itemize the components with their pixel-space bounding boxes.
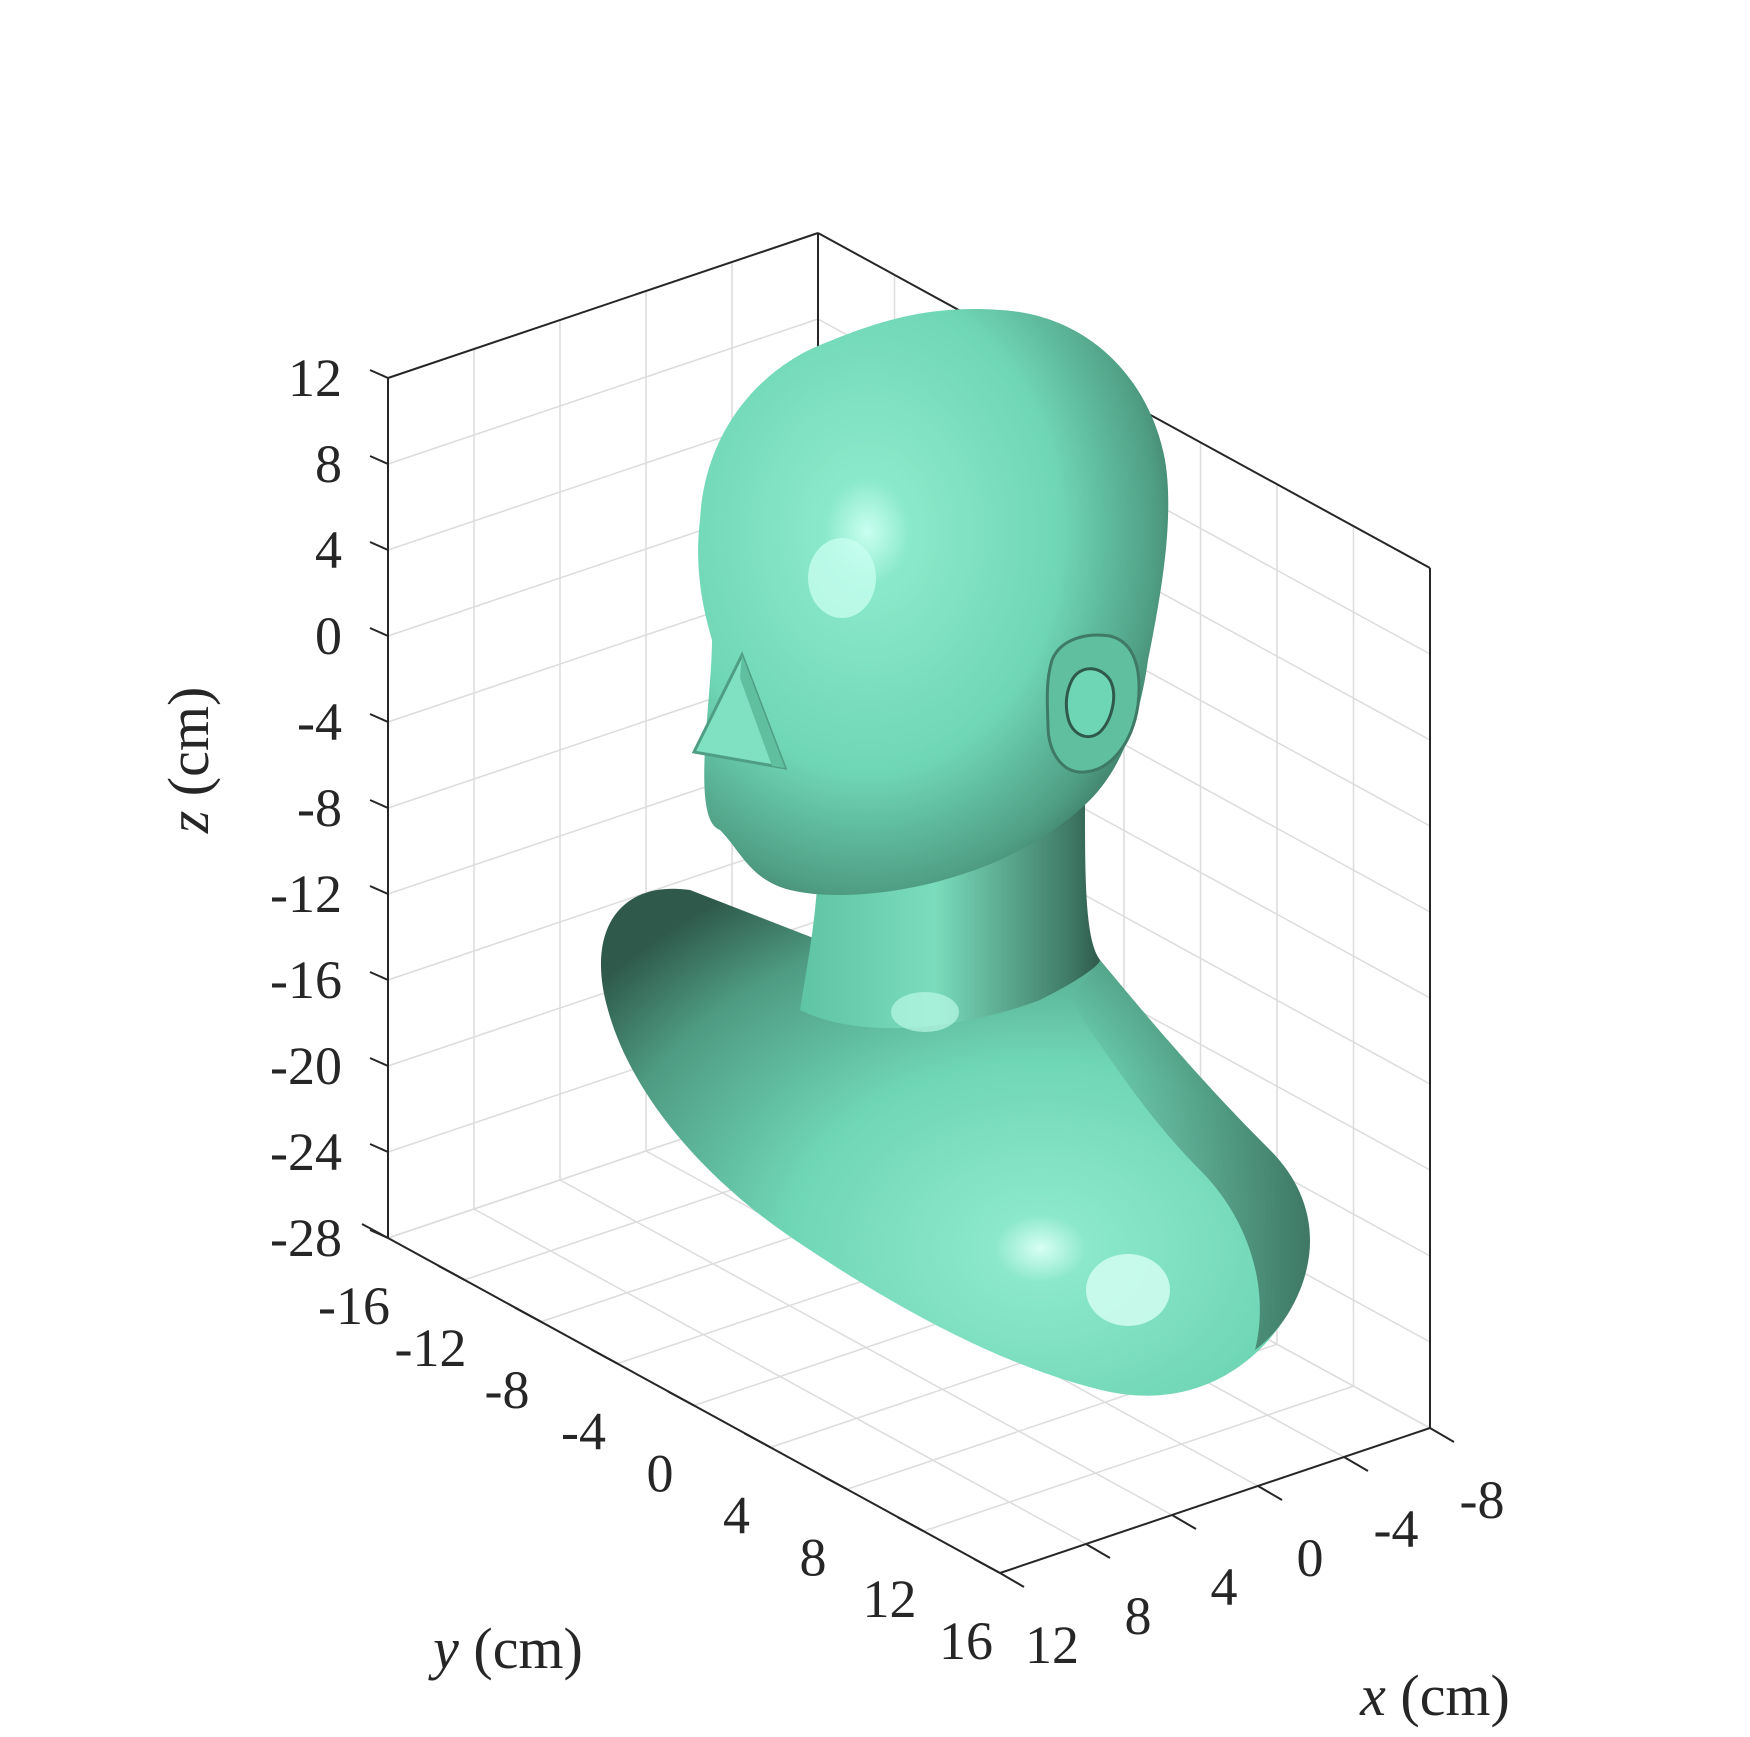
x-tick-label: -8 <box>1460 1470 1505 1530</box>
head-shape <box>698 309 1169 895</box>
axis-label-layer: z (cm) y (cm) x (cm) <box>156 687 1510 1728</box>
x-tick-mark <box>1085 1543 1111 1559</box>
z-tick-mark <box>369 455 389 465</box>
y-tick-label: 8 <box>800 1527 827 1587</box>
axis-line <box>387 232 819 379</box>
grid-line <box>473 1208 1087 1545</box>
y-tick-mark <box>514 1306 542 1323</box>
torso-highlight <box>1086 1254 1170 1326</box>
ear-shape <box>1045 633 1141 774</box>
x-tick-label: -4 <box>1374 1499 1419 1559</box>
z-tick-label: -16 <box>270 950 342 1010</box>
grid-line <box>559 1179 1173 1516</box>
torso-right-shadow <box>1070 960 1310 1350</box>
y-tick-mark <box>973 1558 1001 1574</box>
y-tick-mark <box>820 1474 848 1491</box>
x-tick-label: 12 <box>1025 1615 1079 1675</box>
z-tick-mark <box>369 971 389 981</box>
z-tick-label: 0 <box>315 606 342 666</box>
z-tick-label: 8 <box>315 434 342 494</box>
y-tick-mark <box>361 1223 389 1239</box>
z-tick-label: 12 <box>288 348 342 408</box>
z-tick-mark <box>369 369 389 379</box>
y-tick-mark <box>897 1516 924 1533</box>
z-axis-label: z (cm) <box>156 687 221 835</box>
x-tick-mark <box>1343 1456 1369 1472</box>
y-tick-mark <box>744 1432 771 1449</box>
y-tick-label: 4 <box>723 1485 750 1545</box>
y-tick-mark <box>591 1348 618 1365</box>
z-tick-label: -8 <box>297 778 342 838</box>
y-tick-label: -16 <box>318 1276 390 1336</box>
z-tick-label: -28 <box>270 1208 342 1268</box>
axis-line <box>999 1427 1431 1574</box>
z-tick-label: 4 <box>315 520 342 580</box>
neck-highlight <box>891 992 959 1032</box>
y-tick-label: -8 <box>485 1360 530 1420</box>
z-tick-mark <box>369 541 389 551</box>
nose-shape <box>691 651 788 770</box>
z-tick-mark <box>369 1057 389 1067</box>
x-tick-mark <box>999 1572 1025 1588</box>
z-tick-label: -12 <box>270 864 342 924</box>
y-tick-label: 16 <box>939 1611 993 1671</box>
z-tick-mark <box>369 799 389 809</box>
y-tick-mark <box>667 1390 695 1407</box>
x-tick-label: 0 <box>1297 1528 1324 1588</box>
z-tick-label: -4 <box>297 692 342 752</box>
forehead-highlight <box>808 538 876 618</box>
z-tick-mark <box>369 1143 389 1153</box>
x-tick-label: 8 <box>1125 1586 1152 1646</box>
y-tick-label: -4 <box>561 1402 606 1462</box>
z-tick-mark <box>369 627 389 637</box>
x-tick-mark <box>1171 1514 1197 1530</box>
axis-ticks: 12840-4-8-12-16-20-24-28-16-12-8-4048121… <box>270 348 1504 1675</box>
z-tick-label: -20 <box>270 1036 342 1096</box>
grid-line <box>387 318 819 465</box>
y-tick-label: -12 <box>395 1318 467 1378</box>
y-tick-label: 0 <box>647 1444 674 1504</box>
x-tick-mark <box>1257 1485 1283 1501</box>
y-tick-label: 12 <box>863 1569 917 1629</box>
z-tick-label: -24 <box>270 1122 342 1182</box>
y-tick-mark <box>438 1264 465 1281</box>
z-tick-mark <box>369 713 389 723</box>
y-axis-label: y (cm) <box>428 1616 583 1681</box>
z-tick-mark <box>369 885 389 895</box>
x-tick-mark <box>1429 1427 1455 1443</box>
head-torso-surface <box>600 309 1310 1396</box>
x-axis-label: x (cm) <box>1359 1663 1510 1728</box>
x-tick-label: 4 <box>1211 1557 1238 1617</box>
grid-line <box>923 1385 1354 1532</box>
